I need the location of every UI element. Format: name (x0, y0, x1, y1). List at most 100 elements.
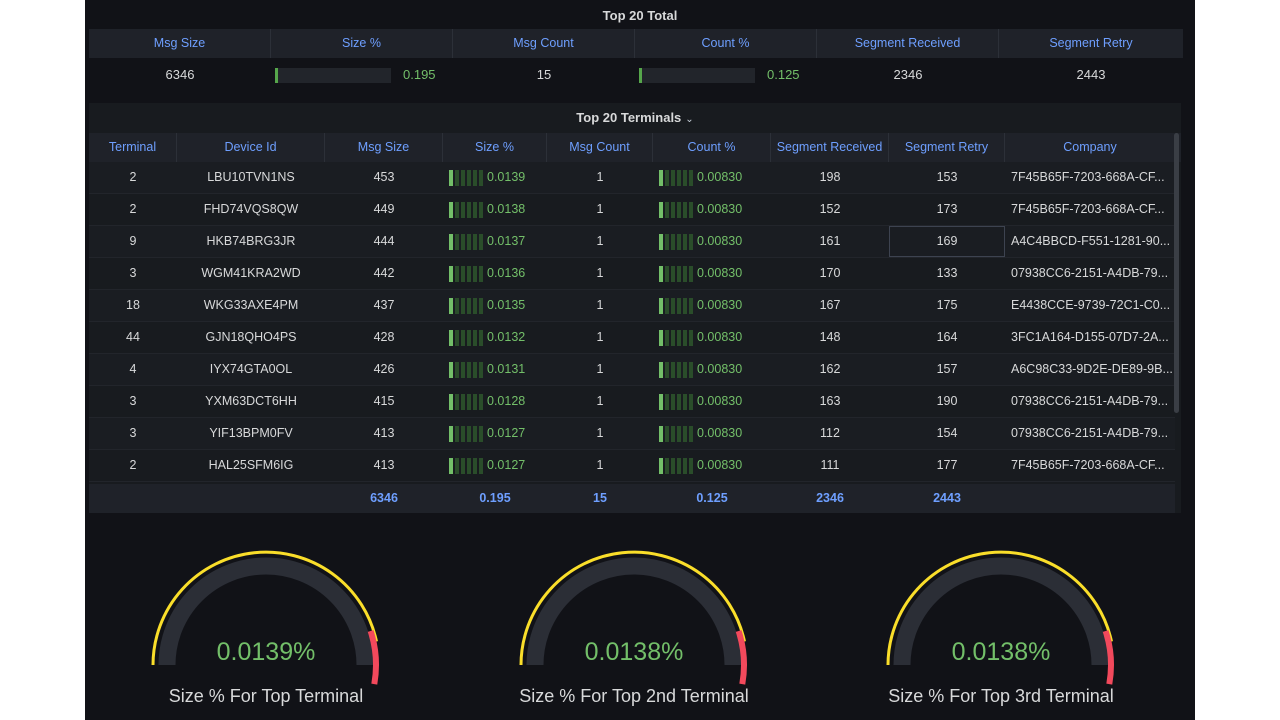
cell-segment-retry: 154 (936, 426, 958, 440)
cell-size-pct: 0.0127 (487, 458, 526, 472)
cell-segment-retry: 173 (936, 202, 958, 216)
header-count-pct[interactable]: Count % (635, 29, 817, 58)
cell-terminal: 2 (129, 458, 137, 472)
cell-terminal: 18 (126, 298, 140, 312)
cell-count-pct-bar (659, 394, 693, 410)
cell-device-id: LBU10TVN1NS (207, 170, 295, 184)
gauge-threshold-yellow (886, 550, 1113, 666)
cell-segment-received: 148 (819, 330, 841, 344)
cell-terminal: 2 (129, 170, 137, 184)
col-terminal[interactable]: Terminal (89, 133, 177, 162)
cell-count-pct-bar (659, 362, 693, 378)
cell-count-pct-bar (659, 170, 693, 186)
cell-terminal: 4 (129, 362, 137, 376)
cell-company: 7F45B65F-7203-668A-CF... (1011, 170, 1165, 184)
cell-count-pct-bar (659, 298, 693, 314)
cell-segment-received: 162 (819, 362, 841, 376)
col-msg-size[interactable]: Msg Size (325, 133, 443, 162)
header-size-pct[interactable]: Size % (271, 29, 453, 58)
cell-msg-size: 413 (373, 458, 395, 472)
header-msg-count[interactable]: Msg Count (453, 29, 635, 58)
cell-company: E4438CCE-9739-72C1-C0... (1011, 298, 1171, 312)
gauge-arc (151, 550, 379, 685)
cell-count-pct: 0.00830 (697, 330, 743, 344)
cell-size-pct: 0.0136 (487, 266, 526, 280)
cell-company: 7F45B65F-7203-668A-CF... (1011, 458, 1165, 472)
cell-segment-retry: 157 (936, 362, 958, 376)
table-row[interactable]: 3 WGM41KRA2WD 442 0.0136 1 0.00830 170 133 07938… (89, 258, 1175, 290)
footer-msg-size: 6346 (370, 491, 398, 505)
cell-segment-received: 198 (819, 170, 841, 184)
header-segment-received[interactable]: Segment Received (817, 29, 999, 58)
table-row[interactable]: 9 HKB74BRG3JR 444 0.0137 1 0.00830 161 169 A4C4B… (89, 226, 1175, 258)
cell-count-pct-bar (659, 266, 693, 282)
total-count-pct: 0.125 (767, 67, 800, 82)
chevron-down-icon[interactable]: ⌄ (685, 114, 694, 125)
cell-device-id: HAL25SFM6IG (208, 458, 294, 472)
terminals-footer-row: 6346 0.195 15 0.125 2346 2443 (89, 484, 1175, 513)
cell-terminal: 3 (129, 394, 137, 408)
cell-size-pct: 0.0139 (487, 170, 526, 184)
footer-msg-count: 15 (593, 491, 607, 505)
gauge-arc (886, 550, 1114, 685)
gauge-label: Size % For Top 2nd Terminal (519, 686, 749, 706)
cell-device-id: YXM63DCT6HH (205, 394, 297, 408)
table-row[interactable]: 3 YIF13BPM0FV 413 0.0127 1 0.00830 112 154 07938… (89, 418, 1175, 450)
table-row[interactable]: 44 GJN18QHO4PS 428 0.0132 1 0.00830 148 164 3FC1… (89, 322, 1175, 354)
table-row[interactable]: 2 FHD74VQS8QW 449 0.0138 1 0.00830 152 173 7F45B… (89, 194, 1175, 226)
table-row[interactable]: 3 YXM63DCT6HH 415 0.0128 1 0.00830 163 190 07938… (89, 386, 1175, 418)
cell-size-pct: 0.0132 (487, 330, 526, 344)
col-msg-count[interactable]: Msg Count (547, 133, 653, 162)
cell-segment-received: 152 (819, 202, 841, 216)
cell-device-id: IYX74GTA0OL (209, 362, 293, 376)
cell-company: 7F45B65F-7203-668A-CF... (1011, 202, 1165, 216)
table-row[interactable]: 4 IYX74GTA0OL 426 0.0131 1 0.00830 162 157 A6C98… (89, 354, 1175, 386)
total-segment-retry: 2443 (1076, 67, 1106, 82)
cell-segment-received: 167 (819, 298, 841, 312)
cell-segment-received: 111 (820, 458, 840, 472)
cell-msg-size: 413 (373, 426, 395, 440)
gauge-track (526, 557, 742, 666)
total-segment-received: 2346 (893, 67, 923, 82)
col-segment-retry[interactable]: Segment Retry (889, 133, 1005, 162)
cell-segment-received: 112 (820, 426, 840, 440)
cell-msg-count: 1 (596, 298, 604, 312)
cell-segment-received: 161 (819, 234, 841, 248)
cell-count-pct: 0.00830 (697, 394, 743, 408)
table-row[interactable]: 2 HAL25SFM6IG 413 0.0127 1 0.00830 111 177 7F45B… (89, 450, 1175, 482)
cell-count-pct-bar (659, 458, 693, 474)
total-size-pct: 0.195 (403, 67, 436, 82)
col-company[interactable]: Company (1063, 140, 1117, 154)
col-device-id[interactable]: Device Id (177, 133, 325, 162)
gauge-value: 0.0138% (584, 638, 684, 666)
cell-size-pct-bar (449, 330, 483, 346)
header-msg-size[interactable]: Msg Size (89, 29, 271, 58)
gauge-threshold-yellow (151, 550, 378, 666)
cell-device-id: FHD74VQS8QW (203, 202, 299, 216)
table-row[interactable]: 2 LBU10TVN1NS 453 0.0139 1 0.00830 198 153 7F45B… (89, 162, 1175, 194)
header-segment-retry[interactable]: Segment Retry (1049, 36, 1133, 50)
top20-terminals-title[interactable]: Top 20 Terminals ⌄ (89, 103, 1181, 133)
cell-terminal: 9 (129, 234, 137, 248)
col-size-pct[interactable]: Size % (443, 133, 547, 162)
table-scrollbar[interactable] (1174, 133, 1179, 413)
cell-size-pct: 0.0127 (487, 426, 526, 440)
cell-size-pct-bar (449, 362, 483, 378)
cell-msg-count: 1 (596, 202, 604, 216)
gauge-top-terminal: 0.0139% Size % For Top Terminal (136, 525, 396, 720)
top20-total-table: Msg Size Size % Msg Count Count % Segmen… (89, 29, 1183, 91)
top20-total-title: Top 20 Total (602, 8, 678, 23)
cell-msg-size: 453 (373, 170, 395, 184)
col-count-pct[interactable]: Count % (653, 133, 771, 162)
cell-company: 3FC1A164-D155-07D7-2A... (1011, 330, 1169, 344)
cell-size-pct-bar (449, 298, 483, 314)
cell-terminal: 3 (129, 266, 137, 280)
col-segment-received[interactable]: Segment Received (771, 133, 889, 162)
cell-segment-received: 170 (819, 266, 841, 280)
cell-count-pct-bar (659, 202, 693, 218)
table-row[interactable]: 18 WKG33AXE4PM 437 0.0135 1 0.00830 167 175 E443… (89, 290, 1175, 322)
cell-count-pct: 0.00830 (697, 202, 743, 216)
cell-count-pct: 0.00830 (697, 362, 743, 376)
gauge-arc (519, 550, 747, 685)
cell-msg-count: 1 (596, 394, 604, 408)
